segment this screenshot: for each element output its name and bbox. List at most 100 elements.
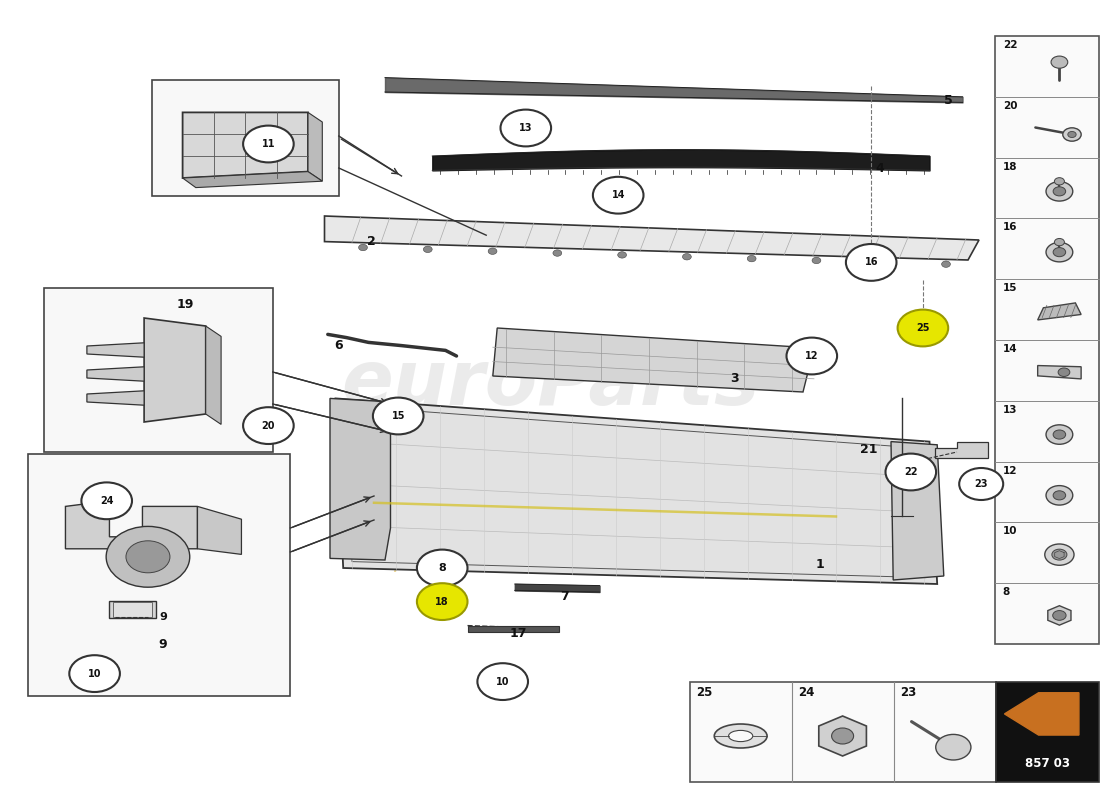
Polygon shape (198, 506, 242, 554)
Text: 7: 7 (560, 590, 569, 602)
Polygon shape (1004, 693, 1079, 735)
Text: 18: 18 (436, 597, 449, 606)
Text: 25: 25 (696, 686, 713, 699)
Circle shape (1045, 544, 1074, 566)
Text: 10: 10 (88, 669, 101, 678)
Text: 8: 8 (1003, 587, 1010, 597)
Text: 14: 14 (612, 190, 625, 200)
Bar (468, 626, 559, 632)
Bar (994, 36, 1099, 644)
Polygon shape (493, 328, 814, 392)
Circle shape (1053, 490, 1066, 500)
Circle shape (500, 110, 551, 146)
Circle shape (373, 398, 424, 434)
Circle shape (488, 248, 497, 254)
Circle shape (107, 526, 190, 587)
Circle shape (886, 454, 936, 490)
Bar (113, 602, 153, 617)
Circle shape (359, 244, 367, 250)
Text: 3: 3 (730, 372, 739, 385)
Text: 12: 12 (1003, 466, 1018, 475)
Circle shape (942, 261, 950, 267)
Circle shape (936, 734, 971, 760)
Polygon shape (1037, 366, 1081, 379)
Polygon shape (1037, 303, 1081, 320)
Text: 24: 24 (100, 496, 113, 506)
Circle shape (812, 258, 821, 264)
Circle shape (832, 728, 854, 744)
Circle shape (1053, 247, 1066, 257)
Text: 4: 4 (876, 162, 884, 174)
Circle shape (786, 338, 837, 374)
Text: 1: 1 (815, 558, 824, 570)
Circle shape (959, 468, 1003, 500)
Text: 16: 16 (865, 258, 878, 267)
Text: 25: 25 (916, 323, 930, 333)
Text: 9: 9 (158, 638, 167, 650)
Text: 11: 11 (262, 139, 275, 149)
Text: 10: 10 (496, 677, 509, 686)
Circle shape (846, 244, 896, 281)
Circle shape (1055, 178, 1065, 185)
Circle shape (243, 126, 294, 162)
Circle shape (593, 177, 644, 214)
Ellipse shape (728, 730, 752, 742)
Polygon shape (183, 172, 322, 188)
Circle shape (417, 550, 467, 586)
Circle shape (877, 259, 886, 266)
Circle shape (1053, 430, 1066, 439)
Text: 23: 23 (975, 479, 988, 489)
Bar (44, 288, 273, 452)
Text: 15: 15 (1003, 283, 1018, 293)
Circle shape (898, 310, 948, 346)
Text: 6: 6 (334, 339, 343, 352)
Text: 23: 23 (900, 686, 916, 699)
Text: 21: 21 (860, 443, 878, 456)
Polygon shape (87, 391, 144, 406)
Circle shape (1046, 425, 1072, 444)
Polygon shape (330, 398, 390, 560)
Polygon shape (1048, 606, 1071, 625)
Circle shape (1058, 368, 1070, 377)
Circle shape (81, 482, 132, 519)
Text: 16: 16 (1003, 222, 1018, 232)
Circle shape (1053, 186, 1066, 196)
Text: 12: 12 (805, 351, 818, 361)
Circle shape (477, 663, 528, 700)
Text: 9: 9 (160, 612, 167, 622)
Text: euroParts: euroParts (341, 347, 759, 421)
Polygon shape (206, 326, 221, 424)
Polygon shape (66, 501, 198, 549)
Bar (110, 601, 156, 618)
Polygon shape (818, 716, 867, 756)
Ellipse shape (714, 724, 767, 748)
Circle shape (1068, 131, 1076, 138)
Circle shape (424, 246, 432, 253)
Bar (996, 682, 1099, 782)
Text: 8: 8 (438, 563, 447, 573)
Text: 15: 15 (392, 411, 405, 421)
Circle shape (1055, 238, 1065, 246)
Text: a passion for parts since 1985: a passion for parts since 1985 (372, 548, 728, 572)
Polygon shape (144, 318, 206, 422)
Circle shape (1046, 242, 1072, 262)
Circle shape (417, 583, 467, 620)
Polygon shape (336, 398, 937, 584)
Text: 24: 24 (799, 686, 815, 699)
Text: 20: 20 (262, 421, 275, 430)
Text: 857 03: 857 03 (1025, 757, 1069, 770)
Text: 19: 19 (176, 298, 194, 310)
Circle shape (553, 250, 562, 256)
Circle shape (243, 407, 294, 444)
Circle shape (1052, 549, 1067, 560)
Text: 10: 10 (1003, 526, 1018, 537)
Circle shape (618, 252, 627, 258)
Circle shape (1046, 182, 1072, 201)
Circle shape (747, 255, 756, 262)
Circle shape (1050, 56, 1068, 68)
Bar (28, 454, 290, 696)
Text: 20: 20 (1003, 101, 1018, 110)
Bar (152, 80, 339, 196)
Text: 5: 5 (944, 94, 953, 106)
Bar (690, 682, 996, 782)
